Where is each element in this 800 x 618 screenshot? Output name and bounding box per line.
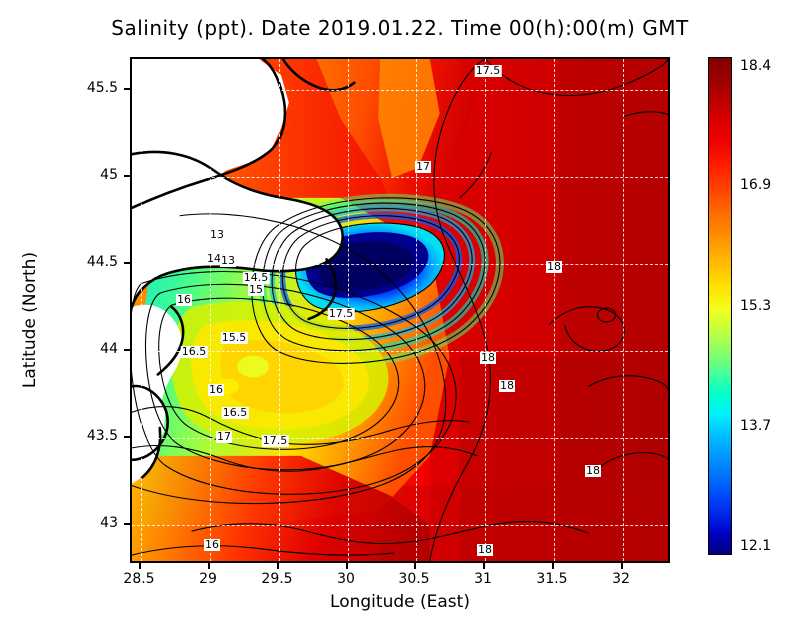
y-axis-tick (124, 523, 130, 525)
contour-label: 17.5 (261, 434, 289, 447)
x-axis-tick (483, 563, 485, 569)
x-axis-title: Longitude (East) (330, 592, 470, 612)
contour-label: 18 (499, 379, 515, 392)
gridline-horizontal (132, 438, 668, 439)
gridline-vertical (279, 59, 280, 561)
colorbar (708, 57, 732, 555)
x-axis-tick-label: 30.5 (398, 571, 430, 587)
y-axis-tick (124, 436, 130, 438)
gridline-horizontal (132, 525, 668, 526)
y-axis-tick-label: 43.5 (86, 428, 118, 444)
contour-label: 16 (208, 383, 224, 396)
contour-label: 16 (204, 538, 220, 551)
colorbar-tick-label: 12.1 (740, 538, 772, 554)
y-axis-tick-label: 43 (100, 515, 118, 531)
contour-label: 13 (209, 228, 225, 241)
y-axis-title: Latitude (North) (20, 251, 40, 389)
gridline-vertical (623, 59, 624, 561)
contour-label: 15 (248, 283, 264, 296)
x-axis-tick-label: 29 (199, 571, 217, 587)
contour-label: 17 (216, 430, 232, 443)
gridline-vertical (416, 59, 417, 561)
x-axis-tick (208, 563, 210, 569)
contour-label: 17.5 (327, 307, 355, 320)
y-axis-tick-label: 44.5 (86, 254, 118, 270)
map-plot-area: 13 14 13 14.5 15 16 15.5 16.5 16 16.5 17… (130, 57, 670, 563)
colorbar-gradient (709, 58, 731, 554)
y-axis-tick (124, 88, 130, 90)
y-axis-tick (124, 349, 130, 351)
y-axis-tick (124, 175, 130, 177)
x-axis-tick (139, 563, 141, 569)
x-axis-tick (277, 563, 279, 569)
x-axis-tick (621, 563, 623, 569)
x-axis-tick-label: 30 (337, 571, 355, 587)
y-axis-tick-label: 44 (100, 341, 118, 357)
gridline-vertical (141, 59, 142, 561)
colorbar-tick-label: 18.4 (740, 58, 772, 74)
contour-label: 14 (206, 252, 222, 265)
x-axis-tick-label: 28.5 (123, 571, 155, 587)
colorbar-tick-label: 15.3 (740, 298, 772, 314)
contour-label: 18 (546, 260, 562, 273)
contour-label: 15.5 (220, 331, 248, 344)
gridline-horizontal (132, 90, 668, 91)
contour-label: 18 (477, 543, 493, 556)
gridline-horizontal (132, 351, 668, 352)
contour-label: 17 (415, 160, 431, 173)
x-axis-tick (552, 563, 554, 569)
y-axis-tick (124, 262, 130, 264)
gridline-vertical (210, 59, 211, 561)
gridline-vertical (554, 59, 555, 561)
gridline-horizontal (132, 264, 668, 265)
contour-label: 16.5 (221, 406, 249, 419)
contour-label: 16 (176, 293, 192, 306)
x-axis-tick-label: 31.5 (536, 571, 568, 587)
x-axis-tick (346, 563, 348, 569)
colorbar-tick-label: 16.9 (740, 177, 772, 193)
contour-label: 13 (220, 254, 236, 267)
contour-label: 16.5 (180, 345, 208, 358)
salinity-field: 13 14 13 14.5 15 16 15.5 16.5 16 16.5 17… (132, 59, 668, 561)
x-axis-tick-label: 29.5 (261, 571, 293, 587)
y-axis-tick-label: 45 (100, 167, 118, 183)
gridline-vertical (485, 59, 486, 561)
x-axis-tick (414, 563, 416, 569)
x-axis-tick-label: 31 (474, 571, 492, 587)
y-axis-tick-label: 45.5 (86, 80, 118, 96)
figure-title: Salinity (ppt). Date 2019.01.22. Time 00… (111, 16, 689, 40)
x-axis-tick-label: 32 (612, 571, 630, 587)
gridline-horizontal (132, 177, 668, 178)
contour-label: 18 (585, 464, 601, 477)
contour-label: 17.5 (474, 64, 502, 77)
colorbar-tick-label: 13.7 (740, 418, 772, 434)
contour-label: 14.5 (242, 271, 270, 284)
contour-label: 18 (480, 351, 496, 364)
